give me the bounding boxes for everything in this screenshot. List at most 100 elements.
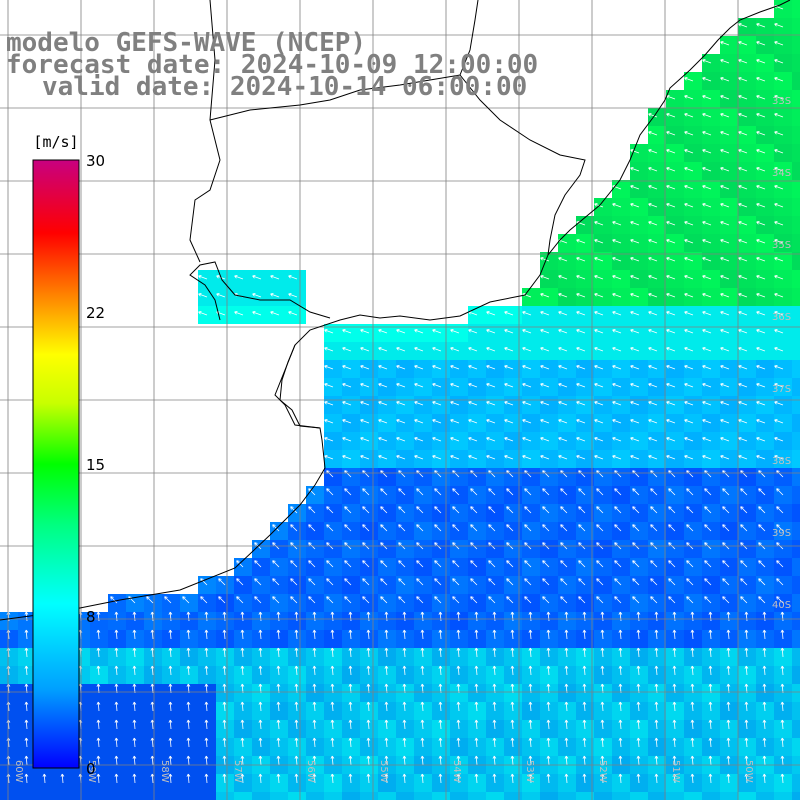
wind-arrow bbox=[722, 506, 730, 514]
wind-arrow bbox=[528, 737, 533, 748]
wind-arrow bbox=[360, 418, 370, 424]
wind-arrow bbox=[378, 436, 388, 442]
wind-cell bbox=[792, 36, 800, 54]
wind-arrow bbox=[618, 665, 623, 676]
wind-arrow bbox=[684, 454, 694, 460]
wind-cell bbox=[792, 792, 800, 800]
wind-arrow bbox=[486, 418, 496, 424]
wind-arrow bbox=[204, 647, 209, 658]
wind-arrow bbox=[132, 665, 137, 676]
wind-arrow bbox=[738, 112, 748, 118]
wind-arrow bbox=[666, 310, 676, 316]
wind-arrow bbox=[366, 647, 371, 658]
wind-arrow bbox=[312, 683, 317, 694]
wind-arrow bbox=[450, 346, 460, 352]
wind-arrow bbox=[252, 310, 262, 316]
wind-arrow bbox=[432, 382, 442, 388]
colorbar-unit: [m/s] bbox=[33, 133, 78, 151]
wind-arrow bbox=[308, 506, 316, 514]
wind-arrow bbox=[342, 400, 352, 406]
wind-arrow bbox=[186, 683, 191, 694]
wind-arrow bbox=[648, 436, 658, 442]
wind-arrow bbox=[558, 256, 568, 262]
wind-cell bbox=[54, 792, 72, 800]
wind-arrow bbox=[650, 560, 658, 568]
wind-arrow bbox=[398, 578, 406, 586]
wind-arrow bbox=[558, 292, 568, 298]
wind-arrow bbox=[594, 454, 604, 460]
wind-arrow bbox=[702, 256, 712, 262]
wind-arrow bbox=[24, 629, 29, 640]
wind-arrow bbox=[666, 148, 676, 154]
wind-arrow bbox=[666, 328, 676, 334]
wind-arrow bbox=[702, 112, 712, 118]
wind-arrow bbox=[114, 773, 119, 784]
wind-arrow bbox=[378, 328, 388, 334]
wind-arrow bbox=[582, 701, 587, 712]
wind-arrow bbox=[450, 418, 460, 424]
wind-arrow bbox=[672, 701, 677, 712]
wind-arrow bbox=[558, 328, 568, 334]
wind-arrow bbox=[630, 454, 640, 460]
colorbar-tick-15: 15 bbox=[86, 456, 105, 474]
wind-arrow bbox=[594, 256, 604, 262]
wind-cell bbox=[648, 792, 666, 800]
wind-arrow bbox=[326, 560, 334, 568]
wind-cell bbox=[792, 558, 800, 576]
wind-arrow bbox=[24, 755, 29, 766]
wind-arrow bbox=[654, 737, 659, 748]
wind-arrow bbox=[474, 755, 479, 766]
wind-arrow bbox=[774, 58, 784, 64]
wind-arrow bbox=[524, 578, 532, 586]
wind-arrow bbox=[510, 737, 515, 748]
wind-arrow bbox=[686, 506, 694, 514]
wind-arrow bbox=[578, 596, 586, 604]
wind-arrow bbox=[540, 418, 550, 424]
wind-arrow bbox=[740, 506, 748, 514]
wind-arrow bbox=[288, 274, 298, 280]
wind-arrow bbox=[342, 418, 352, 424]
wind-arrow bbox=[492, 629, 497, 640]
wind-arrow bbox=[360, 454, 370, 460]
wind-arrow bbox=[738, 454, 748, 460]
wind-arrow bbox=[362, 596, 370, 604]
wind-arrow bbox=[542, 596, 550, 604]
wind-arrow bbox=[360, 328, 370, 334]
wind-arrow bbox=[738, 148, 748, 154]
wind-arrow bbox=[222, 755, 227, 766]
wind-arrow bbox=[612, 310, 622, 316]
wind-arrow bbox=[456, 683, 461, 694]
title-model: modelo GEFS-WAVE (NCEP) bbox=[6, 28, 366, 58]
wind-arrow bbox=[774, 382, 784, 388]
wind-arrow bbox=[398, 506, 406, 514]
wind-arrow bbox=[708, 665, 713, 676]
wind-arrow bbox=[582, 629, 587, 640]
wind-arrow bbox=[468, 364, 478, 370]
wind-arrow bbox=[560, 578, 568, 586]
wind-arrow bbox=[432, 346, 442, 352]
wind-arrow bbox=[612, 382, 622, 388]
wind-cell bbox=[792, 162, 800, 180]
wind-arrow bbox=[564, 629, 569, 640]
wind-arrow bbox=[684, 328, 694, 334]
wind-arrow bbox=[612, 436, 622, 442]
wind-cell bbox=[792, 288, 800, 306]
wind-arrow bbox=[236, 596, 244, 604]
wind-arrow bbox=[774, 256, 784, 262]
wind-arrow bbox=[168, 683, 173, 694]
wind-arrow bbox=[774, 220, 784, 226]
wind-arrow bbox=[576, 400, 586, 406]
wind-arrow bbox=[630, 184, 640, 190]
wind-cell bbox=[306, 792, 324, 800]
wind-arrow bbox=[666, 238, 676, 244]
wind-arrow bbox=[114, 629, 119, 640]
wind-arrow bbox=[702, 220, 712, 226]
wind-arrow bbox=[668, 524, 676, 532]
wind-arrow bbox=[204, 701, 209, 712]
wind-arrow bbox=[758, 488, 766, 496]
wind-arrow bbox=[564, 773, 569, 784]
wind-arrow bbox=[576, 328, 586, 334]
wind-arrow bbox=[366, 665, 371, 676]
wind-arrow bbox=[738, 292, 748, 298]
